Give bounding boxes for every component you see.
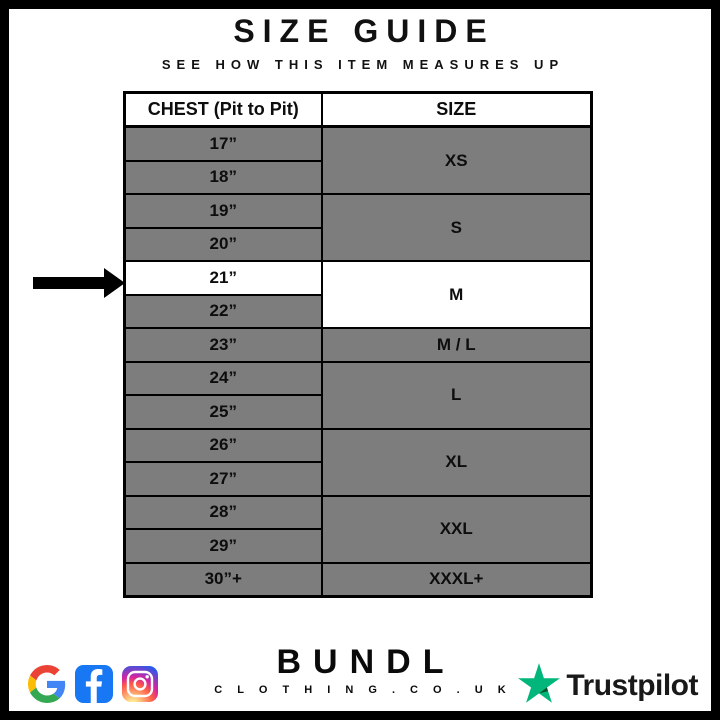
chest-cell: 18” [123,159,323,195]
size-cell: XL [320,427,593,497]
chest-cell: 23” [123,327,323,363]
size-cell: XXL [320,494,593,564]
chest-cell: 20” [123,226,323,262]
page-subtitle: SEE HOW THIS ITEM MEASURES UP [161,57,565,72]
table-row: 24” L [123,360,593,430]
size-cell: XXXL+ [320,561,593,598]
chest-cell: 24” [123,360,323,396]
chest-column-header: CHEST (Pit to Pit) [123,91,323,128]
chest-cell-selected: 21” [123,260,323,296]
chest-cell: 27” [123,461,323,497]
table-row: 30”+ XXXL+ [123,561,593,598]
table-row: 17” XS [123,125,593,195]
table-row: 19” S [123,193,593,262]
table-row: 18” [123,159,592,195]
size-cell: L [320,360,593,430]
chest-cell: 25” [123,394,323,430]
size-cell-selected: M [320,260,593,329]
table-row: 29” [123,528,592,564]
table-row-selected: 21” M [123,260,593,329]
brand-subtext: C L O T H I N G . C O . U K [214,683,512,696]
table-row: 20” [123,226,592,262]
table-header-row: CHEST (Pit to Pit) SIZE [123,91,593,128]
trustpilot-star-icon [518,663,561,708]
table-row: 25” [123,394,592,430]
chest-cell: 17” [123,125,323,162]
brand-logo: BUNDL C L O T H I N G . C O . U K [0,643,720,696]
page-title: SIZE GUIDE [233,13,495,49]
trustpilot-wordmark: Trustpilot [566,668,698,702]
chest-cell: 26” [123,427,323,463]
table-row: 28” XXL [123,494,593,564]
instagram-icon[interactable] [122,666,158,702]
chest-cell: 28” [123,494,323,530]
size-cell: XS [320,125,593,195]
size-cell: S [320,193,593,262]
facebook-icon[interactable] [75,665,113,703]
trustpilot-logo[interactable]: Trustpilot [518,663,698,708]
social-icons [28,665,158,703]
brand-name: BUNDL [276,643,456,681]
table-row: 23” M / L [123,327,593,363]
chest-cell: 29” [123,528,323,564]
google-icon[interactable] [28,665,66,703]
size-guide-table: CHEST (Pit to Pit) SIZE 17” XS 18” 19” S… [123,91,593,598]
chest-cell: 19” [123,193,323,229]
table-row: 27” [123,461,592,497]
size-column-header: SIZE [320,91,593,128]
chest-cell: 22” [123,293,323,329]
table-row: 26” XL [123,427,593,497]
table-row: 22” [123,293,592,329]
size-cell: M / L [320,327,593,363]
chest-cell: 30”+ [123,561,323,598]
selected-row-arrow-icon [33,266,125,305]
